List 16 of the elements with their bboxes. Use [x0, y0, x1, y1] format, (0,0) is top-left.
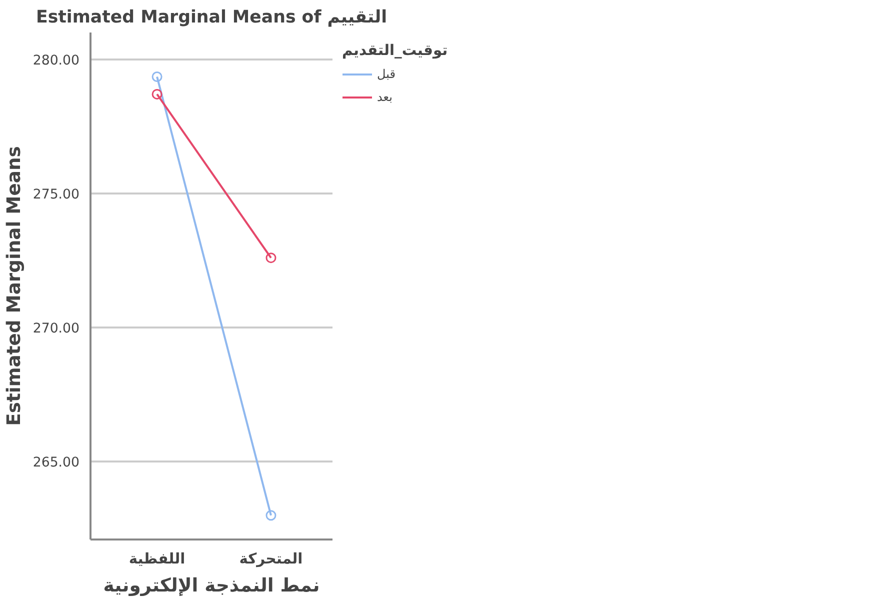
- chart-title: Estimated Marginal Means of التقييم: [36, 8, 388, 28]
- y-axis-title: Estimated Marginal Means: [4, 146, 25, 426]
- x-axis-title: نمط النمذجة الإلكترونية: [103, 576, 320, 596]
- y-tick-label: 280.00: [32, 53, 80, 68]
- x-tick-label: المتحركة: [239, 550, 303, 568]
- legend-label: بعد: [377, 90, 394, 104]
- point: [152, 72, 162, 82]
- point: [266, 252, 276, 264]
- point: [266, 510, 276, 521]
- legend-title: توقيت_التقديم: [342, 42, 448, 59]
- y-tick-label: 270.00: [32, 322, 80, 337]
- y-tick-label: 265.00: [32, 456, 80, 471]
- legend-label: قبل: [377, 67, 396, 81]
- y-tick-label: 275.00: [32, 187, 80, 202]
- point: [152, 88, 162, 100]
- x-tick-label: اللفظية: [128, 550, 186, 568]
